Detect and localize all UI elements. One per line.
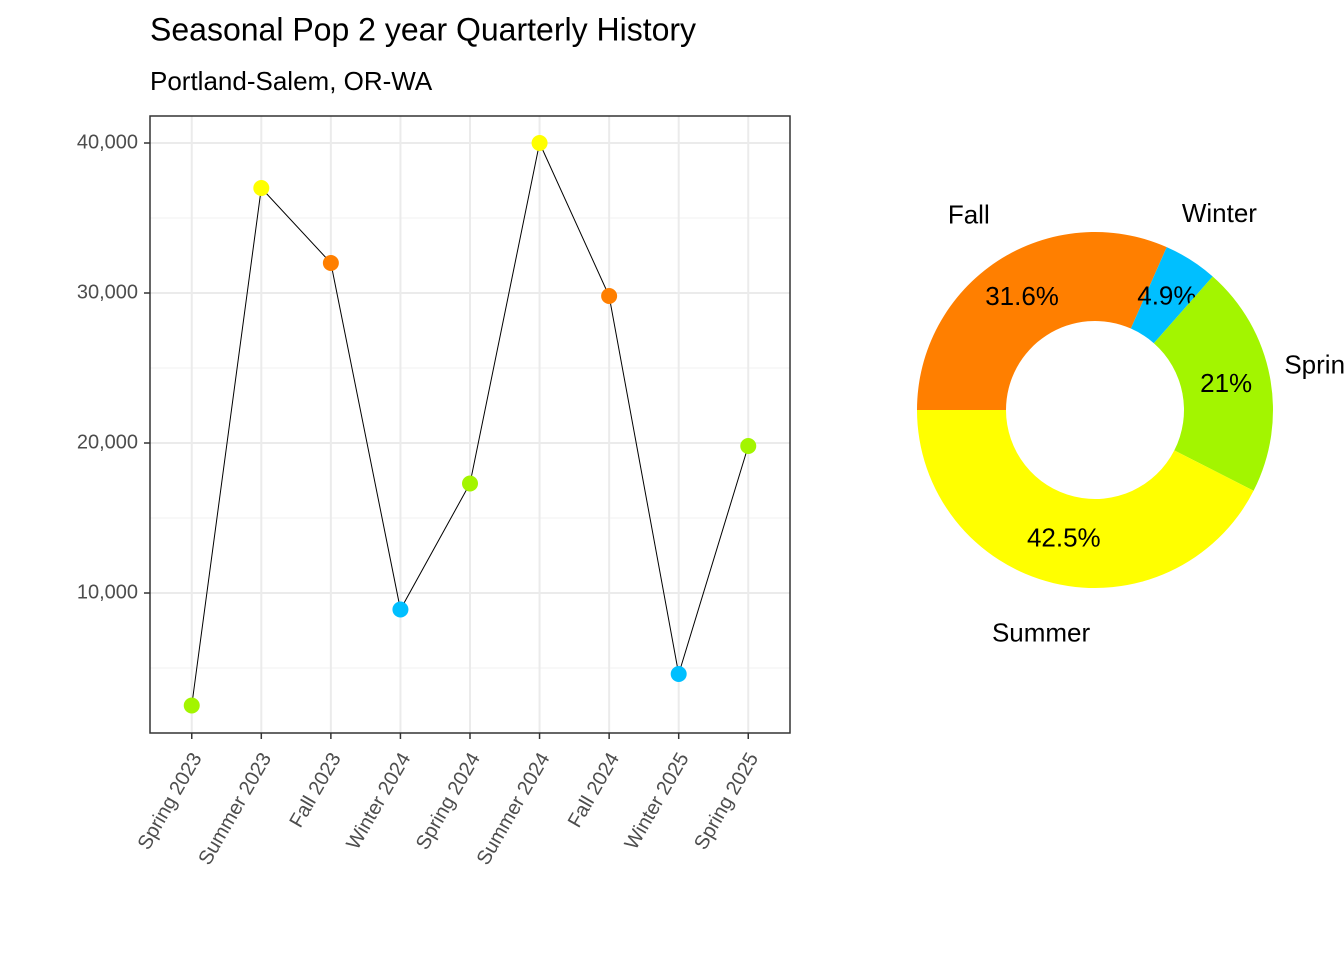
slice-value-label: 21% <box>1200 368 1252 398</box>
x-tick-label: Summer 2024 <box>473 749 555 869</box>
point <box>392 601 409 618</box>
slice-value-label: 31.6% <box>985 281 1059 311</box>
x-tick-label: Fall 2024 <box>564 749 624 831</box>
point <box>183 697 200 714</box>
y-tick-label: 30,000 <box>77 281 138 303</box>
slice-category-label: Spring <box>1284 350 1344 380</box>
chart-subtitle: Portland-Salem, OR-WA <box>150 66 433 96</box>
x-tick-label: Winter 2024 <box>342 749 415 853</box>
point <box>462 475 478 492</box>
y-tick-label: 10,000 <box>77 581 138 603</box>
slice-value-label: 4.9% <box>1137 280 1196 310</box>
y-tick-label: 20,000 <box>77 431 138 453</box>
x-tick-label: Summer 2023 <box>194 749 276 869</box>
point <box>740 438 757 455</box>
pie-slice <box>1130 247 1213 344</box>
slice-category-label: Fall <box>948 199 990 229</box>
point <box>601 288 618 305</box>
pie-slice <box>917 410 1254 588</box>
x-tick-label: Fall 2023 <box>286 749 346 831</box>
x-tick-label: Winter 2025 <box>621 749 694 853</box>
y-tick-label: 40,000 <box>77 131 138 153</box>
point <box>670 666 687 683</box>
x-tick-label: Spring 2025 <box>690 749 763 853</box>
pie-slice <box>1153 276 1274 491</box>
point <box>322 255 339 272</box>
slice-value-label: 42.5% <box>1027 523 1101 553</box>
chart-title: Seasonal Pop 2 year Quarterly History <box>150 11 696 47</box>
slice-category-label: Winter <box>1182 198 1257 228</box>
pie-slice <box>917 232 1167 410</box>
x-tick-label: Spring 2024 <box>412 749 485 853</box>
point <box>253 180 270 197</box>
point <box>531 135 548 152</box>
slice-category-label: Summer <box>992 617 1091 647</box>
x-tick-label: Spring 2023 <box>134 749 207 853</box>
